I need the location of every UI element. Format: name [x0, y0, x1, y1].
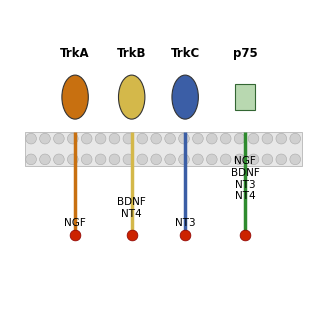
Circle shape: [262, 133, 273, 144]
Ellipse shape: [62, 75, 88, 119]
Circle shape: [276, 154, 287, 165]
Circle shape: [123, 154, 134, 165]
Circle shape: [68, 133, 78, 144]
Bar: [25, 132, 301, 166]
Circle shape: [68, 154, 78, 165]
Circle shape: [151, 154, 162, 165]
Text: TrkB: TrkB: [117, 47, 147, 60]
Circle shape: [26, 154, 36, 165]
Circle shape: [151, 133, 162, 144]
Text: p75: p75: [233, 47, 257, 60]
Circle shape: [81, 133, 92, 144]
Circle shape: [165, 154, 175, 165]
Circle shape: [53, 133, 64, 144]
Point: [129, 233, 134, 238]
Text: NGF
BDNF
NT3
NT4: NGF BDNF NT3 NT4: [230, 156, 259, 201]
Ellipse shape: [118, 75, 145, 119]
Text: NGF: NGF: [64, 218, 86, 228]
Circle shape: [193, 133, 203, 144]
Circle shape: [165, 133, 175, 144]
Circle shape: [206, 154, 217, 165]
Circle shape: [95, 154, 106, 165]
Point: [183, 233, 188, 238]
Circle shape: [123, 133, 134, 144]
Circle shape: [248, 154, 259, 165]
Circle shape: [81, 154, 92, 165]
Circle shape: [220, 133, 231, 144]
Circle shape: [109, 154, 120, 165]
Circle shape: [262, 154, 273, 165]
Text: NT3: NT3: [175, 218, 196, 228]
Circle shape: [95, 133, 106, 144]
Circle shape: [137, 154, 148, 165]
Text: BDNF
NT4: BDNF NT4: [117, 197, 146, 219]
Circle shape: [290, 154, 300, 165]
Circle shape: [40, 133, 50, 144]
Circle shape: [220, 154, 231, 165]
Text: TrkC: TrkC: [171, 47, 200, 60]
Bar: [235, 84, 255, 110]
Circle shape: [179, 154, 189, 165]
Circle shape: [276, 133, 287, 144]
Circle shape: [40, 154, 50, 165]
Circle shape: [179, 133, 189, 144]
Circle shape: [137, 133, 148, 144]
Circle shape: [290, 133, 300, 144]
Point: [73, 233, 78, 238]
Circle shape: [234, 154, 245, 165]
Circle shape: [248, 133, 259, 144]
Circle shape: [26, 133, 36, 144]
Point: [242, 233, 247, 238]
Ellipse shape: [172, 75, 198, 119]
Circle shape: [53, 154, 64, 165]
Circle shape: [234, 133, 245, 144]
Circle shape: [193, 154, 203, 165]
Circle shape: [206, 133, 217, 144]
Text: TrkA: TrkA: [60, 47, 90, 60]
Circle shape: [109, 133, 120, 144]
